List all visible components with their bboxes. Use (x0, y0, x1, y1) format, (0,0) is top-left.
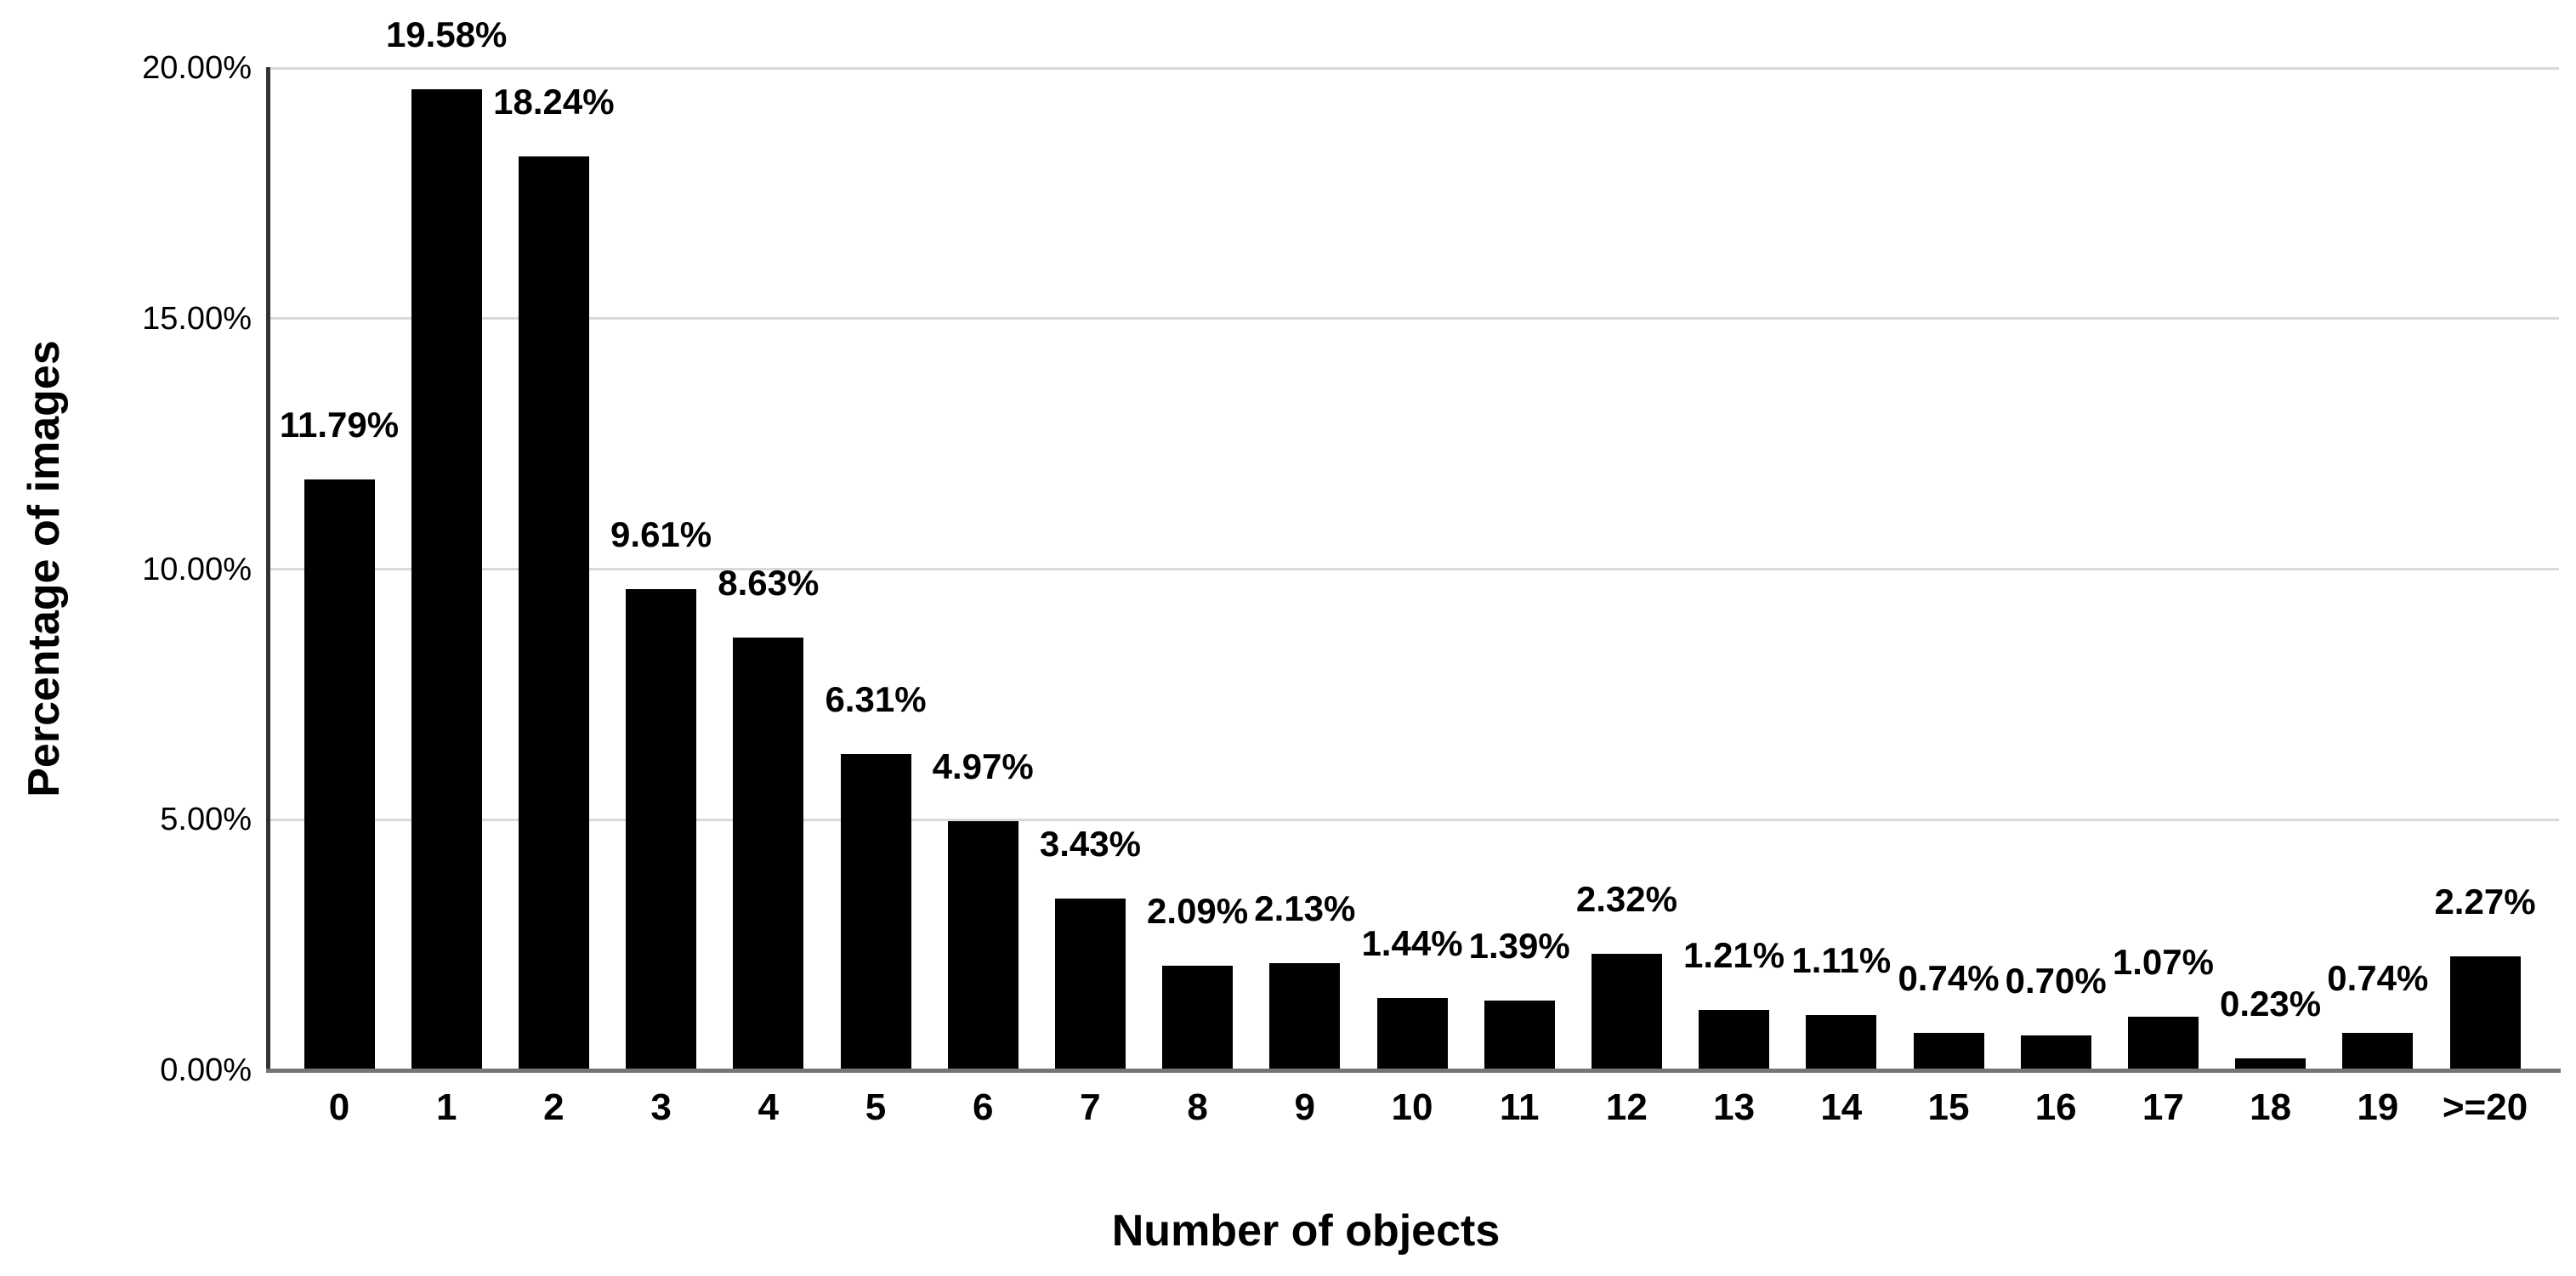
value-label->=20: 2.27% (2434, 882, 2536, 922)
value-label-12: 2.32% (1575, 879, 1677, 920)
x-tick-label-10: 10 (1391, 1086, 1433, 1128)
bar-17 (2127, 1016, 2199, 1070)
bar-19 (2342, 1033, 2414, 1070)
bar-11 (1484, 1001, 1555, 1070)
value-label-11: 1.39% (1468, 926, 1570, 967)
bar-13 (1699, 1009, 1770, 1070)
bar-15 (1913, 1033, 1984, 1070)
value-label-6: 4.97% (932, 746, 1034, 787)
x-tick-label-7: 7 (1080, 1086, 1101, 1128)
bar-16 (2020, 1035, 2091, 1070)
gridline-20 (269, 66, 2559, 70)
bar-9 (1269, 963, 1341, 1070)
bar-8 (1162, 965, 1234, 1070)
value-label-13: 1.21% (1683, 934, 1785, 975)
gridline-10 (269, 568, 2559, 570)
x-tick-label-19: 19 (2357, 1086, 2399, 1128)
x-tick-label-3: 3 (650, 1086, 672, 1128)
value-label-15: 0.74% (1898, 958, 2000, 999)
x-tick-label-8: 8 (1187, 1086, 1208, 1128)
x-tick-label-12: 12 (1605, 1086, 1648, 1128)
value-label-19: 0.74% (2327, 958, 2429, 999)
value-label-4: 8.63% (718, 563, 820, 604)
value-label-18: 0.23% (2220, 984, 2322, 1024)
x-tick-label-2: 2 (543, 1086, 565, 1128)
bar->=20 (2449, 956, 2521, 1070)
value-label-3: 9.61% (610, 513, 712, 554)
x-axis-title: Number of objects (1111, 1206, 1501, 1256)
value-label-16: 0.70% (2005, 960, 2107, 1001)
bar-6 (947, 821, 1018, 1070)
x-tick-label-16: 16 (2034, 1086, 2077, 1128)
x-tick-label-4: 4 (757, 1086, 780, 1128)
value-label-1: 19.58% (385, 14, 508, 54)
x-tick-label-9: 9 (1294, 1086, 1316, 1128)
value-label-10: 1.44% (1361, 923, 1463, 964)
value-label-9: 2.13% (1254, 888, 1356, 929)
bar-18 (2235, 1058, 2306, 1070)
bar-5 (840, 754, 911, 1070)
x-tick-label-11: 11 (1499, 1086, 1540, 1128)
x-tick-label-14: 14 (1820, 1086, 1863, 1128)
x-tick-label-17: 17 (2142, 1086, 2184, 1128)
bar-4 (733, 638, 804, 1070)
x-tick-label-13: 13 (1713, 1086, 1756, 1128)
y-tick-label: 5.00% (160, 802, 252, 838)
bar-12 (1591, 954, 1662, 1070)
x-axis-baseline (266, 1069, 2561, 1073)
gridline-15 (269, 317, 2559, 320)
bar-2 (518, 156, 589, 1070)
x-tick-label-15: 15 (1927, 1086, 1970, 1128)
value-label-2: 18.24% (493, 81, 615, 122)
x-tick-label-5: 5 (865, 1086, 887, 1128)
x-tick-label-0: 0 (328, 1086, 350, 1128)
gridline-5 (269, 818, 2559, 821)
bar-7 (1054, 898, 1126, 1070)
x-tick-label-18: 18 (2250, 1086, 2292, 1128)
y-tick-label: 10.00% (142, 551, 252, 587)
y-tick-label: 0.00% (160, 1052, 252, 1088)
value-label-17: 1.07% (2112, 941, 2214, 982)
value-label-8: 2.09% (1147, 890, 1249, 931)
bar-10 (1376, 998, 1448, 1070)
value-label-7: 3.43% (1039, 823, 1141, 864)
bar-14 (1806, 1014, 1877, 1070)
y-tick-label: 20.00% (142, 50, 252, 86)
x-tick-label-1: 1 (435, 1086, 457, 1128)
value-label-0: 11.79% (279, 404, 400, 445)
y-axis-line (266, 67, 270, 1073)
bar-1 (411, 88, 482, 1070)
value-label-5: 6.31% (825, 679, 927, 720)
y-tick-label: 15.00% (142, 300, 252, 337)
x-tick-label->=20: >=20 (2442, 1086, 2528, 1128)
bar-0 (304, 479, 375, 1070)
x-tick-label-6: 6 (972, 1086, 994, 1128)
value-label-14: 1.11% (1791, 939, 1892, 980)
bar-3 (626, 588, 697, 1070)
